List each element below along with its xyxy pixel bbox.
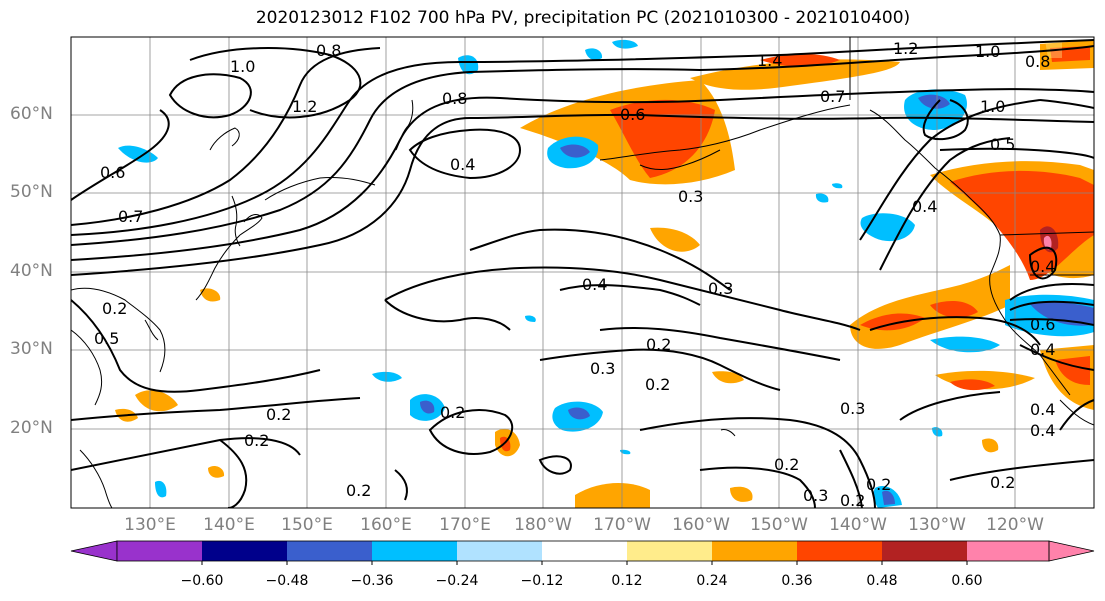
colorbar-segment (712, 541, 797, 561)
longitude-label: 140°W (829, 515, 887, 535)
longitude-label: 180°W (514, 515, 572, 535)
colorbar-tick-label: −0.60 (180, 573, 224, 589)
contour-label: 1.2 (893, 39, 918, 58)
latitude-label: 50°N (10, 182, 53, 202)
contour-label: 1.0 (980, 97, 1005, 116)
longitude-label: 150°E (281, 515, 333, 535)
contour-label: 0.8 (316, 41, 341, 60)
colorbar-tick-label: −0.36 (350, 573, 394, 589)
coastlines (71, 37, 1094, 508)
longitude-label: 170°W (593, 515, 651, 535)
contour-label: 0.2 (990, 473, 1015, 492)
colorbar-segment (967, 541, 1049, 561)
contour-label: 0.6 (620, 105, 645, 124)
precip-positive-shading (115, 40, 1094, 508)
longitude-label: 130°E (124, 515, 176, 535)
colorbar-segment (797, 541, 882, 561)
contour-label: 0.2 (440, 403, 465, 422)
colorbar-extend-low (70, 540, 118, 562)
longitude-label: 130°W (908, 515, 966, 535)
colorbar-segment (117, 541, 202, 561)
contour-label: 0.2 (774, 455, 799, 474)
colorbar-tick-label: −0.48 (265, 573, 309, 589)
contour-label: 0.5 (990, 135, 1015, 154)
contour-label: 1.0 (975, 42, 1000, 61)
contour-label: 0.4 (1030, 421, 1055, 440)
contour-label: 0.2 (102, 299, 127, 318)
contour-label: 0.4 (450, 155, 475, 174)
contour-label: 1.2 (292, 97, 317, 116)
contour-label: 0.3 (590, 359, 615, 378)
colorbar-segment (287, 541, 372, 561)
colorbar (70, 540, 1095, 565)
contour-label: 0.5 (94, 329, 119, 348)
latitude-label: 60°N (10, 104, 53, 124)
longitude-label: 160°W (672, 515, 730, 535)
contour-label: 0.6 (1030, 315, 1055, 334)
graticule (71, 37, 1094, 508)
contour-label: 0.4 (1030, 400, 1055, 419)
contour-label: 0.2 (840, 491, 865, 510)
map-frame (70, 36, 1095, 509)
contour-label: 0.3 (840, 399, 865, 418)
longitude-label: 120°W (986, 515, 1044, 535)
colorbar-extend-high (1048, 540, 1095, 562)
contour-label: 0.2 (346, 481, 371, 500)
contour-label: 0.8 (1025, 52, 1050, 71)
contour-label: 0.3 (708, 279, 733, 298)
latitude-label: 40°N (10, 261, 53, 281)
colorbar-tick-label: −0.12 (520, 573, 564, 589)
longitude-label: 140°E (203, 515, 255, 535)
contour-label: 0.4 (582, 275, 607, 294)
contour-label: 0.4 (912, 197, 937, 216)
contour-label: 0.8 (442, 89, 467, 108)
longitude-label: 170°E (439, 515, 491, 535)
colorbar-tick-label: −0.24 (435, 573, 479, 589)
figure-title: 2020123012 F102 700 hPa PV, precipitatio… (255, 8, 911, 28)
colorbar-segment (627, 541, 712, 561)
precip-negative-shading (118, 39, 1094, 508)
colorbar-tick-label: 0.12 (611, 573, 643, 589)
colorbar-tick-label: 0.60 (951, 573, 983, 589)
longitude-label: 150°W (750, 515, 808, 535)
contour-label: 0.4 (1030, 340, 1055, 359)
contour-label: 0.2 (244, 431, 269, 450)
latitude-label: 20°N (10, 418, 53, 438)
contour-label: 0.4 (1030, 257, 1055, 276)
colorbar-segment (542, 541, 627, 561)
colorbar-tick-label: 0.36 (781, 573, 813, 589)
pv-contours (71, 39, 1094, 508)
colorbar-segment (202, 541, 287, 561)
colorbar-segment (457, 541, 542, 561)
contour-label: 0.3 (678, 187, 703, 206)
contour-label: 0.2 (866, 475, 891, 494)
colorbar-tick-label: 0.48 (866, 573, 898, 589)
colorbar-tick-label: 0.24 (696, 573, 728, 589)
longitude-label: 160°E (360, 515, 412, 535)
colorbar-segment (372, 541, 457, 561)
contour-label: 0.7 (820, 87, 845, 106)
contour-label: 0.7 (118, 207, 143, 226)
contour-label: 0.6 (100, 163, 125, 182)
contour-labels: 0.8 1.0 1.2 0.6 0.7 0.8 0.4 0.6 0.7 1.4 … (94, 39, 1055, 510)
contour-label: 1.4 (757, 51, 782, 70)
contour-label: 0.2 (266, 405, 291, 424)
contour-label: 0.2 (645, 375, 670, 394)
contour-label: 0.2 (646, 335, 671, 354)
colorbar-segment (882, 541, 967, 561)
contour-label: 1.0 (230, 57, 255, 76)
latitude-label: 30°N (10, 339, 53, 359)
contour-label: 0.3 (803, 486, 828, 505)
